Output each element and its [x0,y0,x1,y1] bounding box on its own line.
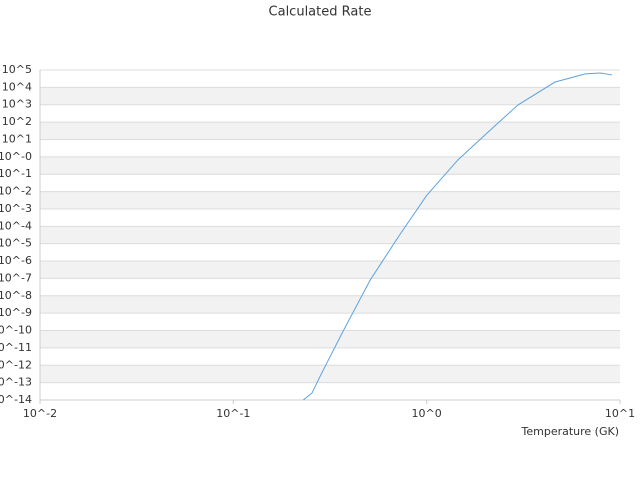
y-tick-label: 10^2 [2,115,32,128]
y-tick-label: 10^5 [2,63,32,76]
y-tick-label: 10^-7 [0,271,32,284]
y-tick-label: 10^-8 [0,289,32,302]
y-tick-label: 10^-14 [0,393,32,406]
grid-band [40,295,620,314]
grid-band [40,122,620,140]
chart-title: Calculated Rate [269,5,372,20]
x-tick-label: 10^1 [605,407,635,420]
grid-band [40,261,620,279]
series-line [302,72,613,400]
y-tick-label: 10^4 [2,80,32,93]
y-tick-label: 10^-13 [0,376,32,389]
y-tick-label: 10^-4 [0,219,32,232]
y-tick-label: 10^-10 [0,324,32,337]
x-tick-label: 10^0 [412,407,442,420]
grid-band [40,365,620,383]
x-tick-label: 10^-2 [23,407,57,420]
x-axis-label: Temperature (GK) [521,425,620,438]
y-tick-label: 10^-3 [0,202,32,215]
grid-band [40,330,620,348]
grid-band [40,87,620,105]
y-tick-label: 10^-5 [0,237,32,250]
y-tick-label: 10^3 [2,98,32,111]
y-tick-label: 10^-0 [0,150,32,163]
y-tick-label: 10^-6 [0,254,32,267]
grid-band [40,156,620,175]
y-tick-label: 10^-2 [0,185,32,198]
grid-band [40,191,620,209]
y-tick-label: 10^-11 [0,341,32,354]
x-tick-label: 10^-1 [216,407,250,420]
grid-band [40,226,620,244]
y-tick-label: 10^1 [2,132,32,145]
y-tick-label: 10^-12 [0,358,32,371]
y-tick-label: 10^-9 [0,306,32,319]
y-tick-label: 10^-1 [0,167,32,180]
